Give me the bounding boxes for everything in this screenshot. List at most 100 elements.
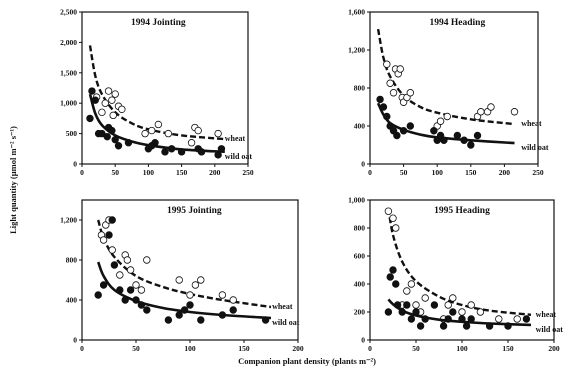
wild-oat-point <box>386 273 394 281</box>
x-tick-label: 200 <box>209 168 221 177</box>
panel-title: 1994 Heading <box>430 18 486 28</box>
wild-oat-point <box>177 148 186 156</box>
wheat-point <box>389 214 397 222</box>
wheat-point <box>118 105 126 113</box>
wild-oat-point <box>86 114 94 123</box>
y-tick-label: 1,200 <box>60 216 77 225</box>
chart-panel-1: 0 50 100 150 200 250 0 500 1,000 1,500 2,000 2,500 1… <box>60 8 254 178</box>
chart-panel-4: 0 50 100 150 200 0 200 400 600 800 1,000 1995 Headi… <box>348 196 563 354</box>
x-tick-label: 100 <box>456 344 468 353</box>
y-tick-label: 400 <box>354 280 366 289</box>
wheat-point <box>175 276 183 284</box>
wheat-point <box>383 60 391 68</box>
wheat-label: wheat <box>225 134 246 143</box>
wild-oat-point <box>444 315 452 323</box>
wild-oat-point <box>217 145 226 153</box>
wheat-point <box>99 236 108 244</box>
wheat-point <box>407 280 416 288</box>
wheat-point <box>412 301 420 309</box>
wild-oat-point <box>403 301 411 309</box>
wild-oat-point <box>376 95 384 104</box>
x-tick-label: 50 <box>132 344 140 353</box>
wheat-point <box>458 308 466 316</box>
y-tick-label: 1,000 <box>348 196 365 205</box>
wheat-point <box>187 139 196 147</box>
wheat-point <box>154 120 163 129</box>
wild-oat-point <box>116 286 124 294</box>
wheat-point <box>98 108 106 117</box>
wild-oat-point <box>430 127 438 135</box>
wild-oat-point <box>393 131 401 140</box>
wild-oat-point <box>108 216 116 224</box>
wheat-point <box>126 266 135 274</box>
wheat-point <box>436 117 445 125</box>
wild-oat-point <box>108 126 116 135</box>
wild-oat-label: wild oat <box>225 152 253 161</box>
wild-oat-point <box>99 281 108 289</box>
wheat-point <box>449 294 457 302</box>
wheat-point <box>194 126 202 135</box>
wheat-point <box>108 96 116 104</box>
wild-oat-point <box>132 296 140 304</box>
wheat-point <box>104 87 113 95</box>
wild-oat-point <box>114 142 123 150</box>
panel-title: 1994 Jointing <box>131 18 186 28</box>
y-tick-label: 0 <box>361 336 365 345</box>
wheat-point <box>191 281 200 289</box>
wild-oat-point <box>94 291 102 299</box>
wheat-point <box>443 112 451 121</box>
x-tick-label: 0 <box>80 344 84 353</box>
y-tick-label: 800 <box>354 84 366 93</box>
wild-oat-label: wild oat <box>536 325 564 334</box>
y-tick-label: 800 <box>354 224 366 233</box>
wild-oat-point <box>383 112 391 121</box>
wheat-point <box>513 315 521 323</box>
x-tick-label: 50 <box>111 168 119 177</box>
wheat-point <box>421 294 429 302</box>
wheat-label: wheat <box>272 302 293 311</box>
y-axis-label: Light quantity (µmol m⁻² s⁻¹) <box>8 126 18 234</box>
wheat-point <box>495 315 503 323</box>
wheat-fit-curve <box>97 219 272 309</box>
plot-frame <box>81 11 249 165</box>
wheat-point <box>403 287 411 295</box>
y-tick-label: 400 <box>66 296 78 305</box>
wild-oat-point <box>110 261 119 269</box>
wild-oat-point <box>412 308 420 316</box>
wild-oat-point <box>421 315 429 323</box>
wild-oat-point <box>430 301 439 309</box>
wild-oat-point <box>460 136 468 144</box>
wheat-point <box>444 301 452 309</box>
y-tick-label: 1,600 <box>348 8 365 17</box>
wild-oat-point <box>504 322 512 330</box>
wild-oat-point <box>161 148 169 156</box>
wild-oat-point <box>467 315 475 323</box>
wild-oat-point <box>406 122 415 130</box>
y-tick-label: 1,500 <box>60 68 77 77</box>
wild-oat-point <box>485 322 494 330</box>
wild-oat-point <box>218 311 227 319</box>
wild-oat-point <box>214 151 222 159</box>
wild-oat-point <box>105 231 113 239</box>
y-tick-label: 0 <box>73 160 77 169</box>
wheat-point <box>101 99 109 107</box>
wild-oat-point <box>407 315 416 323</box>
wheat-point <box>108 246 116 254</box>
y-tick-label: 2,000 <box>60 38 77 47</box>
wild-oat-point <box>462 322 471 330</box>
wheat-point <box>164 129 173 138</box>
wild-oat-point <box>197 316 205 324</box>
wheat-point <box>476 308 485 316</box>
x-tick-label: 250 <box>242 168 254 177</box>
wheat-point <box>406 89 415 97</box>
x-tick-label: 0 <box>368 168 372 177</box>
wheat-point <box>111 90 119 98</box>
wheat-point <box>141 129 149 138</box>
wheat-point <box>116 271 124 279</box>
x-tick-label: 200 <box>292 344 304 353</box>
plot-frame <box>369 11 539 165</box>
wild-oat-point <box>88 87 96 95</box>
x-tick-label: 200 <box>548 344 560 353</box>
wild-oat-point <box>91 96 99 104</box>
wild-oat-point <box>398 308 406 316</box>
